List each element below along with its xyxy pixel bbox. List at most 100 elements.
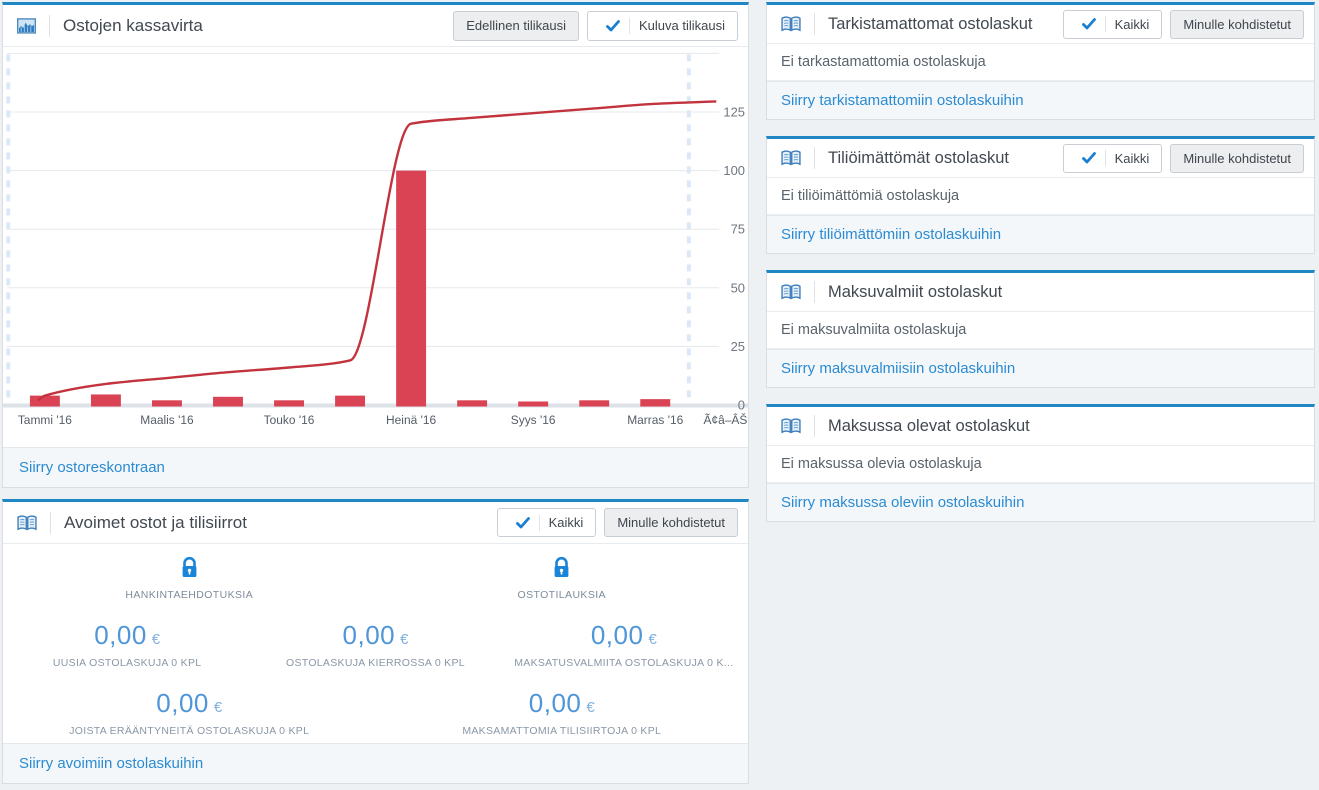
x-axis-tick-label: Maalis '16: [140, 413, 194, 427]
panel-footer: Siirry ostoreskontraan: [3, 447, 748, 487]
stat-amount: 0,00 €: [259, 621, 491, 654]
x-axis-baseline: [3, 403, 748, 408]
empty-state-text: Ei tiliöimättömiä ostolaskuja: [767, 178, 1314, 215]
button-divider: [1104, 150, 1106, 166]
button-label: Kaikki: [548, 515, 584, 530]
open-book-icon: [781, 284, 801, 300]
y-axis-tick-label: 100: [723, 163, 745, 178]
button-label: Kaikki: [1114, 150, 1150, 166]
go-to-purchase-ledger-link[interactable]: Siirry ostoreskontraan: [19, 459, 165, 476]
stat-value: 0,00: [342, 620, 396, 650]
stat-label: MAKSATUSVALMIITA OSTOLASKUJA 0 K...: [514, 657, 734, 669]
stats-row-1: 0,00 € UUSIA OSTOLASKUJA 0 KPL 0,00 € OSTO…: [3, 621, 748, 669]
bar: [457, 400, 488, 407]
stat-value: 0,00: [156, 688, 209, 718]
open-book-icon: [17, 514, 37, 531]
previous-fiscal-year-button[interactable]: Edellinen tilikausi: [453, 10, 579, 41]
all-button[interactable]: Kaikki: [1062, 9, 1163, 39]
stats-row-2: 0,00 € JOISTA ERÄÄNTYNEITÄ OSTOLASKUJA 0 …: [3, 689, 748, 737]
panel-title: Maksuvalmiit ostolaskut: [828, 282, 1003, 301]
button-label: Kuluva tilikausi: [639, 18, 725, 33]
go-to-open-invoices-link[interactable]: Siirry avoimiin ostolaskuihin: [19, 755, 204, 772]
open-book-icon: [781, 16, 801, 32]
currency-symbol: €: [400, 631, 409, 648]
panel-footer: Siirry tarkistamattomiin ostolaskuihin: [767, 81, 1314, 119]
header-divider: [814, 415, 815, 437]
assigned-to-me-button[interactable]: Minulle kohdistetut: [1170, 9, 1304, 39]
x-axis-tick-label: Tammi '16: [18, 413, 72, 427]
stat-joista-eraantyneita: 0,00 € JOISTA ERÄÄNTYNEITÄ OSTOLASKUJA 0 …: [3, 689, 376, 737]
header-divider: [814, 147, 815, 169]
panel-ostojen-kassavirta: Ostojen kassavirta Edellinen tilikausi K…: [2, 2, 749, 488]
open-purchases-body: HANKINTAEHDOTUKSIA OSTOTILAUKSIA: [3, 544, 748, 743]
bar: [213, 396, 243, 407]
check-icon: [606, 19, 620, 32]
panel-maksuvalmiit-ostolaskut: Maksuvalmiit ostolaskut Ei maksuvalmiita…: [766, 270, 1315, 388]
all-button[interactable]: Kaikki: [496, 508, 597, 537]
bar: [518, 401, 549, 407]
button-label: Edellinen tilikausi: [466, 18, 566, 33]
locked-section-ostotilaukset: OSTOTILAUKSIA: [376, 556, 749, 601]
stat-value: 0,00: [590, 620, 644, 650]
assignment-toggle: Kaikki Minulle kohdistetut: [496, 508, 738, 537]
y-axis-tick-label: 75: [731, 222, 745, 237]
panel-title: Tiliöimättömät ostolaskut: [828, 148, 1009, 167]
currency-symbol: €: [648, 631, 657, 648]
cashflow-chart[interactable]: 0 25 50 75 100 125 Tammi '16 Maalis '16 Touko '1…: [3, 47, 748, 447]
button-divider: [538, 514, 540, 531]
button-label: Kaikki: [1114, 16, 1150, 32]
empty-state-text: Ei tarkastamattomia ostolaskuja: [767, 44, 1314, 81]
x-axis-tick-label: Touko '16: [264, 413, 315, 427]
lock-icon: [179, 556, 200, 583]
go-to-in-payment-invoices-link[interactable]: Siirry maksussa oleviin ostolaskuihin: [781, 494, 1025, 511]
left-column: Ostojen kassavirta Edellinen tilikausi K…: [2, 2, 749, 784]
bar: [29, 395, 60, 407]
bar: [640, 399, 671, 407]
stat-label: JOISTA ERÄÄNTYNEITÄ OSTOLASKUJA 0 KPL: [69, 725, 310, 737]
panel-footer: Siirry maksussa oleviin ostolaskuihin: [767, 483, 1314, 521]
bar: [396, 170, 427, 407]
assigned-to-me-button[interactable]: Minulle kohdistetut: [604, 508, 738, 537]
bar: [90, 394, 121, 407]
stat-amount: 0,00 €: [11, 621, 243, 654]
panel-tarkistamattomat-ostolaskut: Tarkistamattomat ostolaskut Kaikki Minul…: [766, 2, 1315, 120]
x-axis-tick-label: Heinä '16: [386, 413, 436, 427]
assigned-to-me-button[interactable]: Minulle kohdistetut: [1170, 143, 1304, 173]
bar: [152, 400, 182, 407]
stat-amount: 0,00 €: [384, 689, 741, 722]
panel-title: Tarkistamattomat ostolaskut: [828, 14, 1033, 33]
panel-title: Avoimet ostot ja tilisiirrot: [64, 512, 247, 532]
go-to-unverified-invoices-link[interactable]: Siirry tarkistamattomiin ostolaskuihin: [781, 92, 1024, 109]
chart-area: 0 25 50 75 100 125 Tammi '16 Maalis '16 Touko '1…: [3, 47, 748, 447]
locked-section-hankintaehdotukset: HANKINTAEHDOTUKSIA: [3, 556, 376, 601]
panel-footer: Siirry avoimiin ostolaskuihin: [3, 743, 748, 783]
area-chart-icon: [17, 17, 36, 34]
bar: [579, 400, 610, 407]
locked-section-label: HANKINTAEHDOTUKSIA: [125, 589, 254, 601]
y-axis-tick-label: 0: [738, 397, 745, 412]
locked-sections-row: HANKINTAEHDOTUKSIA OSTOTILAUKSIA: [3, 544, 748, 601]
all-button[interactable]: Kaikki: [1062, 143, 1163, 173]
button-divider: [1104, 16, 1106, 32]
x-axis-tick-label: Syys '16: [511, 413, 556, 427]
check-icon: [1081, 18, 1096, 30]
y-axis-tick-label: 25: [731, 339, 745, 354]
check-icon: [515, 516, 530, 529]
x-axis-tick-label: Marras '16: [627, 413, 683, 427]
stat-label: OSTOLASKUJA KIERROSSA 0 KPL: [286, 657, 465, 669]
panel-avoimet-ostot: Avoimet ostot ja tilisiirrot Kaikki Minu…: [2, 499, 749, 784]
button-divider: [629, 17, 630, 34]
panel-footer: Siirry maksuvalmiisiin ostolaskuihin: [767, 349, 1314, 387]
x-axis-tick-label: Ã¢â–ÂŠ: [704, 412, 748, 427]
stat-value: 0,00: [528, 688, 582, 718]
go-to-unposted-invoices-link[interactable]: Siirry tiliöimättömiin ostolaskuihin: [781, 226, 1002, 243]
check-icon: [1081, 152, 1096, 164]
currency-symbol: €: [151, 631, 161, 648]
empty-state-text: Ei maksuvalmiita ostolaskuja: [767, 312, 1314, 349]
go-to-payable-invoices-link[interactable]: Siirry maksuvalmiisiin ostolaskuihin: [781, 360, 1016, 377]
current-fiscal-year-button[interactable]: Kuluva tilikausi: [587, 10, 738, 41]
header-divider: [814, 281, 815, 303]
panel-header: Avoimet ostot ja tilisiirrot Kaikki Minu…: [3, 502, 748, 544]
currency-symbol: €: [213, 699, 223, 716]
